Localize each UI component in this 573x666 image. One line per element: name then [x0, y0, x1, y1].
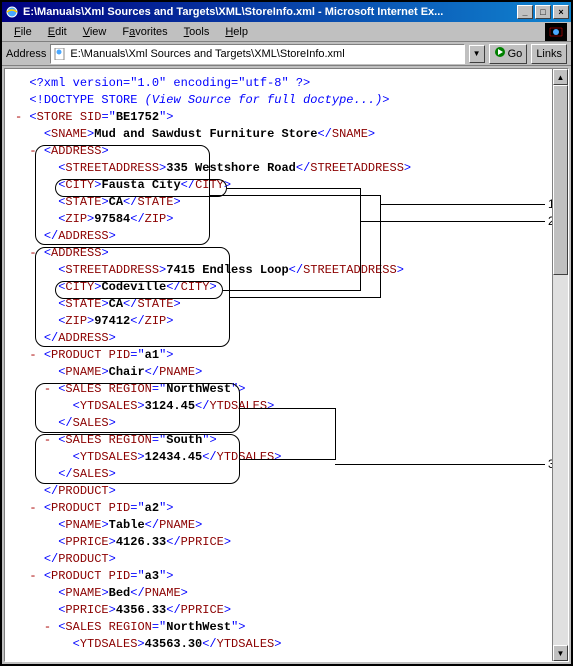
city1: Fausta City	[101, 178, 180, 192]
address-bar: Address E:\Manuals\Xml Sources and Targe…	[2, 42, 571, 66]
address-label: Address	[6, 48, 46, 60]
minimize-button[interactable]: _	[517, 5, 533, 19]
go-icon	[494, 46, 506, 61]
menu-view[interactable]: View	[75, 24, 115, 40]
state2: CA	[109, 297, 123, 311]
city2: Codeville	[101, 280, 166, 294]
browser-window: E:\Manuals\Xml Sources and Targets\XML\S…	[0, 0, 573, 666]
titlebar: E:\Manuals\Xml Sources and Targets\XML\S…	[2, 2, 571, 22]
links-button[interactable]: Links	[531, 44, 567, 64]
pname1: Chair	[109, 365, 145, 379]
region-s: South	[166, 433, 202, 447]
window-buttons: _ □ ×	[515, 5, 569, 19]
pid2: a2	[145, 501, 159, 515]
page-icon	[53, 47, 67, 61]
pname3: Bed	[109, 586, 131, 600]
scroll-thumb[interactable]	[553, 85, 568, 275]
pprice3: 4356.33	[116, 603, 166, 617]
xml-tree-view: <?xml version="1.0" encoding="utf-8" ?> …	[5, 69, 568, 659]
menu-favorites[interactable]: Favorites	[114, 24, 175, 40]
window-title: E:\Manuals\Xml Sources and Targets\XML\S…	[23, 6, 515, 18]
maximize-button[interactable]: □	[535, 5, 551, 19]
scroll-up-button[interactable]: ▲	[553, 69, 568, 85]
zip2: 97412	[94, 314, 130, 328]
menubar: File Edit View Favorites Tools Help	[2, 22, 571, 42]
doctype-note: (View Source for full doctype...)	[145, 93, 383, 107]
scroll-down-button[interactable]: ▼	[553, 645, 568, 661]
content-area: <?xml version="1.0" encoding="utf-8" ?> …	[4, 68, 569, 662]
menu-tools[interactable]: Tools	[176, 24, 218, 40]
go-button[interactable]: Go	[489, 44, 528, 64]
address-dropdown-button[interactable]: ▼	[469, 45, 485, 63]
state1: CA	[109, 195, 123, 209]
ytd3: 43563.30	[145, 637, 203, 651]
scroll-track[interactable]	[553, 85, 568, 645]
ie-logo-icon	[545, 23, 567, 41]
zip1: 97584	[94, 212, 130, 226]
app-icon	[4, 4, 20, 20]
xml-declaration: <?xml version="1.0" encoding="utf-8" ?>	[29, 76, 310, 90]
menu-help[interactable]: Help	[217, 24, 256, 40]
region-nw: NorthWest	[166, 382, 231, 396]
address-value: E:\Manuals\Xml Sources and Targets\XML\S…	[70, 48, 344, 60]
store-sid: BE1752	[116, 110, 159, 124]
pprice2: 4126.33	[116, 535, 166, 549]
menu-file[interactable]: File	[6, 24, 40, 40]
ytd1: 3124.45	[145, 399, 195, 413]
street2: 7415 Endless Loop	[166, 263, 288, 277]
menu-edit[interactable]: Edit	[40, 24, 75, 40]
address-input[interactable]: E:\Manuals\Xml Sources and Targets\XML\S…	[50, 44, 464, 64]
street1: 335 Westshore Road	[166, 161, 296, 175]
pid3: a3	[145, 569, 159, 583]
sname-value: Mud and Sawdust Furniture Store	[94, 127, 317, 141]
pname2: Table	[109, 518, 145, 532]
pid1: a1	[145, 348, 159, 362]
ytd2: 12434.45	[145, 450, 203, 464]
close-button[interactable]: ×	[553, 5, 569, 19]
vertical-scrollbar[interactable]: ▲ ▼	[552, 69, 568, 661]
